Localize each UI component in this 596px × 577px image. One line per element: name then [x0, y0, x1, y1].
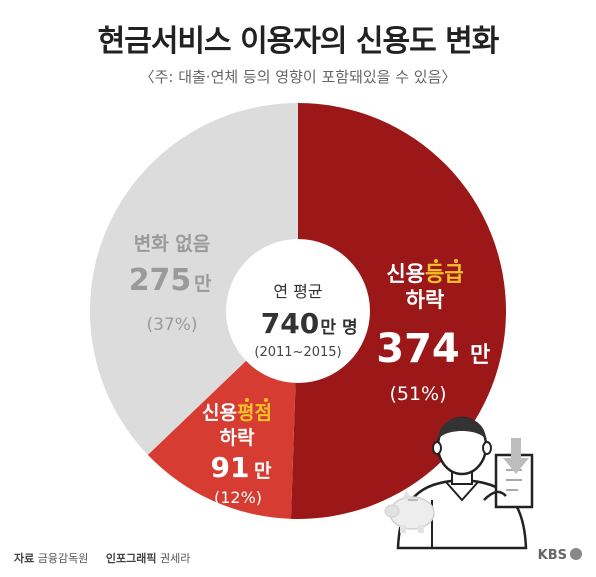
slice-label-score-prefix: 신용	[202, 402, 237, 424]
emphasis-dot	[454, 259, 458, 263]
center-total-value: 740	[261, 307, 319, 340]
emphasis-dot	[264, 398, 268, 402]
pie-slice-grade-drop	[290, 103, 506, 519]
slice-label-score-suffix: 하락	[220, 427, 255, 449]
slice-label-grade-highlight: 등급	[425, 262, 464, 286]
center-line1: 연 평균	[273, 282, 322, 301]
source-name: 금융감독원	[37, 552, 89, 565]
slice-label-grade: 신용등급	[386, 262, 463, 286]
kbs-logo-text: KBS	[537, 548, 567, 563]
kbs-logo: KBS	[538, 548, 582, 563]
emphasis-dot	[245, 398, 249, 402]
center-hole	[226, 239, 370, 383]
slice-label-score: 신용평점	[202, 402, 272, 424]
slice-percent-nochange: (37%)	[146, 315, 197, 335]
down-arrow-icon	[503, 438, 529, 474]
piggy-bank-icon	[384, 490, 435, 533]
footer-credits: 자료 금융감독원 인포그래픽 권세라	[14, 550, 190, 566]
slice-label-grade-prefix: 신용	[386, 262, 425, 286]
slice-unit-score: 만	[254, 460, 272, 482]
slice-label-nochange: 변화 없음	[134, 233, 211, 255]
emphasis-dot	[434, 259, 438, 263]
credit-label: 인포그래픽	[105, 552, 157, 565]
slice-value-nochange: 275	[129, 263, 192, 298]
pie-slice-no-change	[90, 103, 298, 455]
slice-label-grade-suffix: 하락	[406, 288, 445, 312]
center-total-unit: 만 명	[320, 318, 357, 338]
slice-label-score-highlight: 평점	[237, 402, 272, 424]
slice-value-score: 91	[211, 451, 250, 484]
slice-value-grade: 374	[376, 326, 460, 372]
slice-percent-score: (12%)	[214, 488, 262, 507]
center-period: (2011~2015)	[254, 345, 341, 360]
slice-unit-grade: 만	[470, 343, 490, 368]
source-label: 자료	[14, 552, 35, 565]
slice-percent-grade: (51%)	[389, 383, 446, 405]
chart-title: 현금서비스 이용자의 신용도 변화	[97, 24, 500, 59]
logo-dot-icon	[570, 548, 582, 560]
credit-name: 권세라	[159, 552, 191, 565]
chart-subtitle: 〈주: 대출·연체 등의 영향이 포함돼있을 수 있음〉	[139, 68, 457, 86]
slice-unit-nochange: 만	[194, 273, 212, 295]
